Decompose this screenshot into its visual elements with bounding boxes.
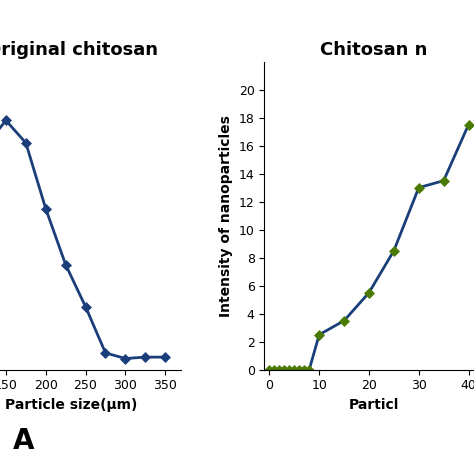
X-axis label: Particl: Particl xyxy=(349,398,399,412)
X-axis label: Particle size(μm): Particle size(μm) xyxy=(5,398,138,412)
Title: Chitosan n: Chitosan n xyxy=(320,41,428,59)
Y-axis label: Intensity of nanoparticles: Intensity of nanoparticles xyxy=(219,115,233,317)
Title: Original chitosan: Original chitosan xyxy=(0,41,158,59)
Text: A: A xyxy=(13,427,35,455)
